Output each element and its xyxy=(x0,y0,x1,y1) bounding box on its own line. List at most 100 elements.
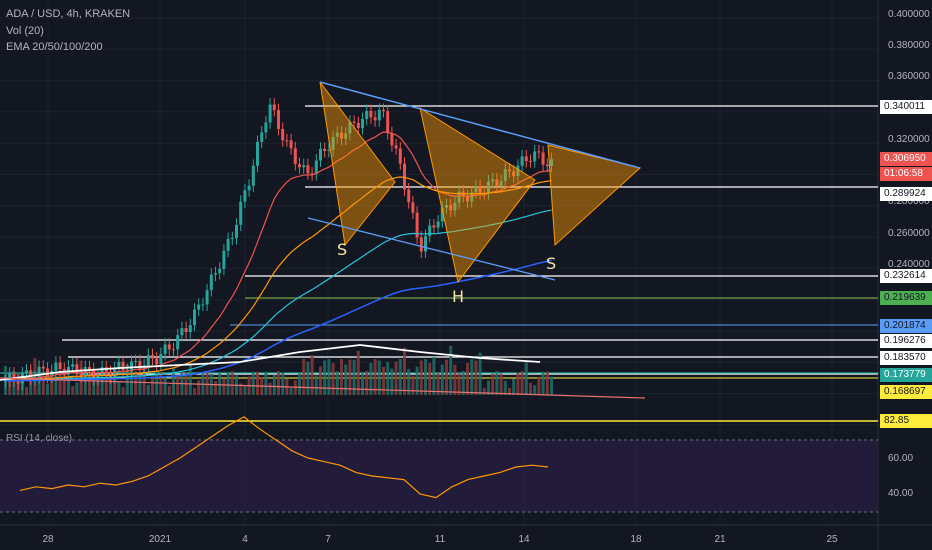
price-tag: 0.232614 xyxy=(880,269,932,283)
candle-body xyxy=(529,160,532,162)
candle-body xyxy=(344,133,348,139)
price-tag: 0.289924 xyxy=(880,187,932,201)
head-triangle xyxy=(419,106,536,284)
volume-bar xyxy=(130,372,133,395)
right-shoulder-triangle xyxy=(547,144,642,247)
symbol-legend[interactable]: ADA / USD, 4h, KRAKEN xyxy=(6,8,131,20)
candle-body xyxy=(302,165,306,168)
volume-bar xyxy=(356,350,360,395)
candle-body xyxy=(411,202,415,213)
candle-body xyxy=(16,380,20,384)
candle-body xyxy=(348,121,352,134)
volume-legend[interactable]: Vol (20) xyxy=(6,25,44,37)
candle-body xyxy=(46,368,49,377)
volume-bar xyxy=(529,382,532,395)
volume-bar xyxy=(344,364,348,395)
price-tag: 0.219639 xyxy=(880,291,932,305)
left-shoulder-triangle xyxy=(319,81,396,247)
x-tick: 28 xyxy=(42,534,54,545)
volume-bar xyxy=(264,371,268,395)
volume-bar xyxy=(25,387,28,395)
volume-bar xyxy=(134,371,138,395)
volume-bar xyxy=(306,361,310,395)
volume-bar xyxy=(466,363,469,395)
volume-bar xyxy=(512,378,516,395)
y-tick: 0.240000 xyxy=(888,259,930,270)
candle-body xyxy=(298,164,301,168)
candle-body xyxy=(281,128,285,141)
candle-body xyxy=(478,186,482,193)
candle-body xyxy=(4,380,7,382)
volume-bar xyxy=(541,371,545,395)
volume-bar xyxy=(188,365,192,395)
volume-bar xyxy=(340,359,343,395)
volume-bar xyxy=(163,377,167,395)
candle-body xyxy=(331,136,335,150)
candle-body xyxy=(541,152,545,165)
volume-bar xyxy=(41,375,45,395)
candle-body xyxy=(327,149,331,151)
candle-body xyxy=(159,353,163,365)
volume-bar xyxy=(151,376,154,395)
volume-bar xyxy=(474,360,478,395)
volume-bar xyxy=(243,384,247,395)
volume-bar xyxy=(125,364,129,395)
volume-bar xyxy=(491,373,495,395)
volume-bar xyxy=(319,366,322,395)
candle-body xyxy=(403,163,406,190)
candle-body xyxy=(79,374,83,376)
price-tag: 0.340011 xyxy=(880,100,932,114)
candle-body xyxy=(394,145,398,149)
volume-bar xyxy=(335,371,339,395)
candle-body xyxy=(356,122,360,129)
candle-body xyxy=(520,156,524,166)
head-label: H xyxy=(452,287,465,306)
candle-body xyxy=(398,148,402,164)
left-shoulder-label: S xyxy=(337,240,348,259)
volume-bar xyxy=(449,345,453,395)
candle-body xyxy=(512,171,516,177)
candle-body xyxy=(369,110,373,118)
candle-body xyxy=(503,169,507,182)
candle-body xyxy=(75,364,79,375)
candle-body xyxy=(508,169,511,172)
volume-bar xyxy=(403,347,406,395)
candle-body xyxy=(188,325,192,333)
candle-body xyxy=(54,362,58,371)
candle-body xyxy=(12,373,16,381)
volume-bar xyxy=(415,366,419,395)
volume-bar xyxy=(314,375,318,395)
candle-body xyxy=(445,205,448,208)
volume-bar xyxy=(239,383,243,395)
x-tick: 21 xyxy=(714,534,726,545)
candle-body xyxy=(310,173,314,175)
candle-body xyxy=(71,364,75,367)
volume-bar xyxy=(88,372,91,395)
candle-body xyxy=(100,367,104,376)
volume-bar xyxy=(487,380,490,395)
volume-bar xyxy=(482,387,486,395)
candle-body xyxy=(491,179,495,182)
candle-body xyxy=(121,361,125,371)
price-tag: 0.183570 xyxy=(880,351,932,365)
candle-body xyxy=(499,181,503,187)
candle-body xyxy=(470,192,474,202)
candle-body xyxy=(8,373,12,381)
candle-body xyxy=(314,160,318,175)
candle-body xyxy=(222,250,226,269)
ema-legend[interactable]: EMA 20/50/100/200 xyxy=(6,41,103,53)
volume-bar xyxy=(146,384,150,395)
candle-body xyxy=(293,148,297,165)
volume-bar xyxy=(268,382,272,395)
candle-body xyxy=(550,159,553,167)
volume-bar xyxy=(516,372,520,395)
volume-bar xyxy=(419,360,423,395)
candle-body xyxy=(474,186,478,193)
volume-bar xyxy=(113,373,117,395)
volume-bar xyxy=(100,380,104,395)
rsi-legend[interactable]: RSI (14, close) xyxy=(6,433,73,444)
volume-bar xyxy=(302,359,306,395)
volume-bar xyxy=(289,388,293,395)
candle-body xyxy=(352,121,356,123)
